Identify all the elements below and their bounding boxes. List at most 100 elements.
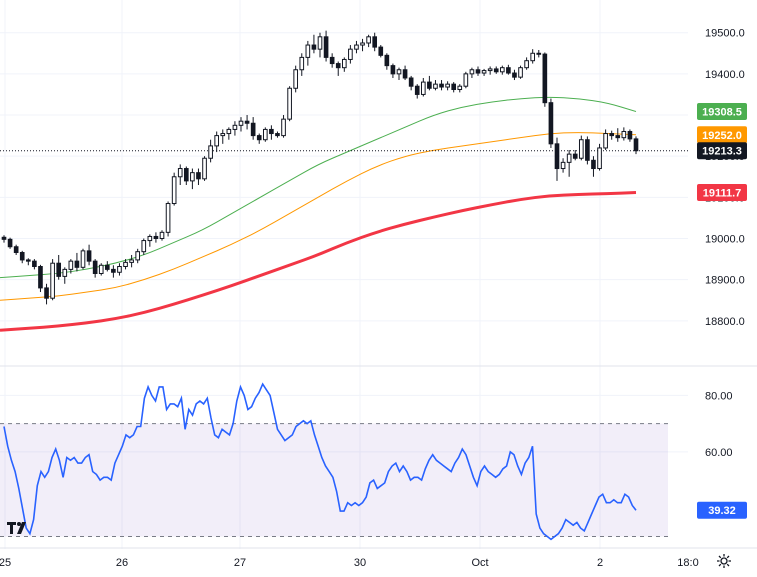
- candle-body: [38, 266, 43, 289]
- time-tick-label: 25: [0, 557, 11, 569]
- candle-body: [311, 44, 317, 50]
- candle-body: [396, 69, 402, 75]
- candle-body: [74, 260, 80, 268]
- candle-body: [384, 54, 390, 67]
- candle-body: [433, 83, 438, 89]
- candle-body: [281, 118, 286, 137]
- candle-body: [427, 81, 432, 89]
- candle-body: [80, 250, 86, 268]
- price-tags: 19308.5 19252.0 19213.3 19111.7 39.32: [697, 103, 747, 519]
- candle-body: [536, 52, 542, 55]
- candle-body: [196, 172, 201, 180]
- candle-body: [214, 135, 220, 147]
- candle-body: [220, 133, 226, 137]
- candle-body: [566, 153, 572, 163]
- candle-body: [62, 268, 68, 277]
- price-tick-label: 18900.0: [705, 275, 745, 287]
- candle-body: [493, 68, 499, 73]
- candle-body: [603, 133, 608, 149]
- candle-body: [378, 46, 384, 56]
- candle-body: [609, 133, 615, 137]
- candle-body: [19, 252, 25, 261]
- candle-body: [348, 48, 353, 60]
- candle-body: [117, 266, 122, 273]
- price-axis: 19500.019400.019300.019200.019100.019000…: [705, 28, 745, 459]
- candle-body: [56, 262, 62, 277]
- price-tag-label: 19111.7: [703, 188, 742, 200]
- candle-body: [463, 73, 469, 87]
- time-tick-label: 26: [116, 557, 128, 569]
- candle-body: [50, 262, 55, 299]
- candle-body: [226, 128, 232, 135]
- candle-body: [390, 65, 396, 75]
- candle-body: [190, 172, 195, 182]
- moving-average-line: [0, 191, 637, 332]
- candle-body: [183, 168, 189, 182]
- candle-body: [32, 260, 37, 268]
- candle-body: [86, 250, 92, 262]
- price-tick-label: 19500.0: [705, 28, 745, 40]
- candle-body: [232, 124, 238, 130]
- candle-body: [13, 246, 19, 254]
- price-tick-label: 18800.0: [705, 316, 745, 328]
- candle-body: [633, 138, 639, 152]
- candle-body: [159, 231, 165, 240]
- grid-lines: [0, 0, 757, 549]
- candle-body: [487, 68, 493, 72]
- candle-body: [165, 203, 171, 233]
- candle-body: [323, 36, 329, 58]
- candle-body: [627, 130, 633, 140]
- candle-body: [560, 161, 566, 170]
- candle-body: [135, 251, 141, 261]
- time-tick-label: 27: [234, 557, 246, 569]
- gear-icon[interactable]: [716, 553, 732, 569]
- candle-body: [329, 56, 335, 65]
- candle-body: [360, 42, 365, 46]
- time-tick-label: 2: [597, 557, 603, 569]
- candle-body: [597, 147, 602, 170]
- candle-body: [585, 139, 590, 161]
- candle-body: [68, 260, 74, 270]
- rsi-value-label: 39.32: [708, 505, 736, 517]
- moving-average-line: [0, 96, 637, 279]
- candle-body: [44, 287, 49, 299]
- candle-body: [208, 145, 213, 159]
- candle-body: [244, 120, 250, 124]
- candle-body: [250, 122, 256, 137]
- candle-body: [475, 69, 481, 74]
- time-axis: 25 26 27 30 Oct 2 18:0: [0, 557, 699, 569]
- rsi-tick-label: 60.00: [705, 447, 733, 459]
- tradingview-logo-icon[interactable]: [6, 520, 30, 536]
- time-tick-label: 18:0: [677, 557, 698, 569]
- candle-body: [554, 143, 560, 170]
- price-tag-label: 19252.0: [702, 130, 742, 142]
- candle-body: [256, 135, 262, 141]
- candlestick-series: [1, 30, 639, 305]
- candle-body: [408, 77, 414, 87]
- candle-body: [153, 235, 159, 240]
- candle-body: [299, 56, 305, 71]
- candle-body: [111, 268, 116, 273]
- candle-body: [341, 58, 347, 69]
- candle-body: [104, 264, 110, 270]
- candle-body: [171, 176, 177, 205]
- moving-averages: [0, 96, 688, 332]
- candle-body: [591, 159, 596, 170]
- candle-body: [481, 70, 487, 74]
- candle-body: [98, 264, 104, 275]
- price-tag: [697, 142, 747, 160]
- candle-body: [457, 85, 463, 91]
- candle-body: [621, 130, 627, 139]
- price-tag: [697, 103, 747, 121]
- candle-body: [420, 81, 426, 95]
- candle-body: [372, 36, 378, 48]
- candle-body: [572, 153, 578, 159]
- candle-body: [269, 128, 274, 135]
- price-tick-label: 19400.0: [705, 69, 745, 81]
- candle-body: [451, 83, 457, 91]
- candle-body: [275, 133, 280, 137]
- candle-body: [499, 67, 505, 73]
- rsi-series: [3, 382, 637, 541]
- price-tick-label: 19000.0: [705, 234, 745, 246]
